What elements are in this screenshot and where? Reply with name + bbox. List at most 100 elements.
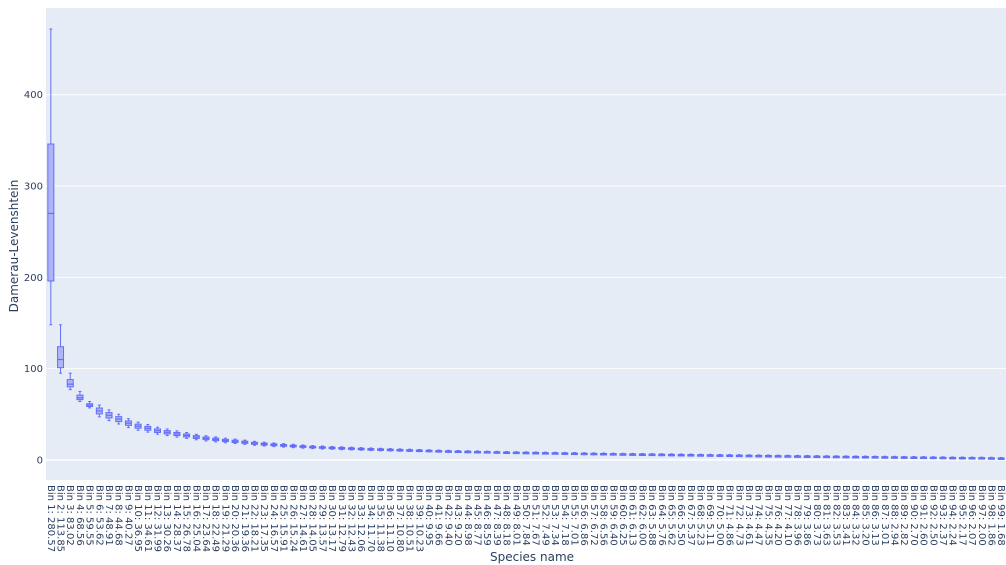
x-tick-label: Bin 21: 19.36 [239, 485, 250, 552]
x-tick-label: Bin 15: 26.78 [181, 485, 192, 552]
x-tick-label: Bin 47: 8.39 [491, 485, 502, 546]
x-tick-label: Bin 44: 8.98 [462, 485, 473, 546]
x-tick-label: Bin 38: 10.51 [404, 485, 415, 552]
y-tick-label: 300 [24, 182, 43, 193]
x-tick-label: Bin 56: 6.86 [578, 485, 589, 546]
y-tick-label: 0 [37, 455, 43, 466]
x-tick-label: Bin 89: 2.82 [898, 485, 909, 546]
x-tick-label: Bin 71: 4.86 [724, 485, 735, 546]
x-tick-label: Bin 64: 5.76 [656, 485, 667, 546]
x-tick-label: Bin 14: 28.37 [171, 485, 182, 552]
x-tick-label: Bin 32: 12.43 [345, 485, 356, 552]
x-tick-label: Bin 33: 12.06 [355, 485, 366, 552]
x-tick-label: Bin 67: 5.37 [685, 485, 696, 546]
boxes [47, 28, 1005, 460]
x-tick-label: Bin 34: 11.70 [365, 485, 376, 552]
x-tick-label: Bin 94: 2.24 [947, 485, 958, 546]
x-tick-label: Bin 58: 6.56 [598, 485, 609, 546]
x-tick-label: Bin 28: 14.05 [307, 485, 318, 552]
x-tick-label: Bin 6: 53.62 [93, 485, 104, 546]
x-tick-label: Bin 91: 2.60 [918, 485, 929, 546]
x-tick-label: Bin 82: 3.53 [830, 485, 841, 546]
x-tick-label: Bin 20: 20.36 [229, 485, 240, 552]
x-tick-label: Bin 61: 6.13 [627, 485, 638, 546]
x-tick-label: Bin 42: 9.40 [442, 485, 453, 546]
x-tick-label: Bin 90: 2.70 [908, 485, 919, 546]
x-tick-label: Bin 22: 18.21 [248, 485, 259, 552]
x-tick-label: Bin 54: 7.18 [559, 485, 570, 546]
x-tick-label: Bin 93: 2.37 [937, 485, 948, 546]
x-tick-label: Bin 23: 17.35 [258, 485, 269, 552]
x-tick-label: Bin 96: 2.07 [966, 485, 977, 546]
x-tick-label: Bin 68: 5.23 [695, 485, 706, 546]
x-tick-label: Bin 80: 3.73 [811, 485, 822, 546]
x-tick-label: Bin 1: 280.57 [45, 485, 56, 552]
x-tick-label: Bin 3: 83.02 [64, 485, 75, 546]
x-tick-label: Bin 16: 25.04 [190, 485, 201, 552]
x-tick-label: Bin 70: 5.00 [714, 485, 725, 546]
x-tick-label: Bin 9: 40.27 [122, 485, 133, 546]
x-tick-label: Bin 13: 30.26 [161, 485, 172, 552]
x-tick-label: Bin 29: 13.57 [316, 485, 327, 552]
x-tick-label: Bin 86: 3.13 [869, 485, 880, 546]
x-tick-label: Bin 49: 8.01 [510, 485, 521, 546]
y-axis-ticks: 0 100 200 300 400 [24, 90, 43, 466]
x-tick-label: Bin 17: 23.64 [200, 485, 211, 552]
box [47, 143, 55, 282]
x-tick-label: Bin 19: 21.29 [219, 485, 230, 552]
x-tick-label: Bin 63: 5.88 [646, 485, 657, 546]
x-tick-label: Bin 97: 2.00 [976, 485, 987, 546]
x-tick-label: Bin 50: 7.84 [520, 485, 531, 546]
x-tick-label: Bin 12: 31.99 [152, 485, 163, 552]
x-tick-label: Bin 98: 1.86 [985, 485, 996, 546]
grid-lines [46, 94, 1006, 461]
x-tick-label: Bin 83: 3.41 [840, 485, 851, 546]
x-tick-label: Bin 72: 4.73 [733, 485, 744, 546]
x-tick-label: Bin 37: 10.80 [394, 485, 405, 552]
x-tick-label: Bin 41: 9.66 [433, 485, 444, 546]
x-tick-label: Bin 46: 8.59 [481, 485, 492, 546]
x-tick-label: Bin 77: 4.10 [782, 485, 793, 546]
x-tick-label: Bin 51: 7.67 [530, 485, 541, 546]
plot-background [46, 8, 1006, 480]
x-tick-label: Bin 40: 9.95 [423, 485, 434, 546]
x-tick-label: Bin 35: 11.38 [375, 485, 386, 552]
x-tick-label: Bin 11: 34.61 [142, 485, 153, 552]
x-tick-label: Bin 2: 113.85 [55, 485, 66, 552]
x-tick-label: Bin 75: 4.35 [762, 485, 773, 546]
x-tick-label: Bin 8: 44.68 [113, 485, 124, 546]
x-tick-label: Bin 74: 4.47 [753, 485, 764, 546]
x-tick-label: Bin 76: 4.20 [772, 485, 783, 546]
x-tick-label: Bin 57: 6.72 [588, 485, 599, 546]
x-tick-label: Bin 36: 11.10 [384, 485, 395, 552]
x-tick-label: Bin 45: 8.77 [472, 485, 483, 546]
x-tick-label: Bin 95: 2.17 [956, 485, 967, 546]
x-tick-label: Bin 79: 3.86 [801, 485, 812, 546]
x-tick-label: Bin 92: 2.50 [927, 485, 938, 546]
x-tick-label: Bin 4: 68.56 [74, 485, 85, 546]
x-tick-label: Bin 81: 3.63 [821, 485, 832, 546]
x-tick-label: Bin 52: 7.49 [539, 485, 550, 546]
x-tick-label: Bin 48: 8.18 [501, 485, 512, 546]
x-tick-label: Bin 73: 4.61 [743, 485, 754, 546]
x-tick-label: Bin 31: 12.79 [336, 485, 347, 552]
x-tick-label: Bin 55: 7.01 [568, 485, 579, 546]
box [66, 379, 74, 388]
x-tick-label: Bin 66: 5.50 [675, 485, 686, 546]
x-tick-label: Bin 65: 5.62 [665, 485, 676, 546]
x-tick-label: Bin 25: 15.91 [278, 485, 289, 552]
x-tick-label: Bin 78: 3.96 [792, 485, 803, 546]
x-tick-label: Bin 62: 6.00 [636, 485, 647, 546]
y-tick-label: 100 [24, 364, 43, 375]
x-tick-label: Bin 85: 3.20 [859, 485, 870, 546]
x-tick-label: Bin 30: 13.17 [326, 485, 337, 552]
x-tick-label: Bin 18: 22.49 [210, 485, 221, 552]
x-tick-label: Bin 10: 36.95 [132, 485, 143, 552]
x-tick-label: Bin 26: 15.24 [287, 485, 298, 552]
x-tick-label: Bin 24: 16.57 [268, 485, 279, 552]
x-tick-label: Bin 39: 10.23 [413, 485, 424, 552]
box [57, 346, 65, 369]
x-tick-label: Bin 5: 59.55 [84, 485, 95, 546]
x-axis-title: Species name [490, 550, 574, 564]
